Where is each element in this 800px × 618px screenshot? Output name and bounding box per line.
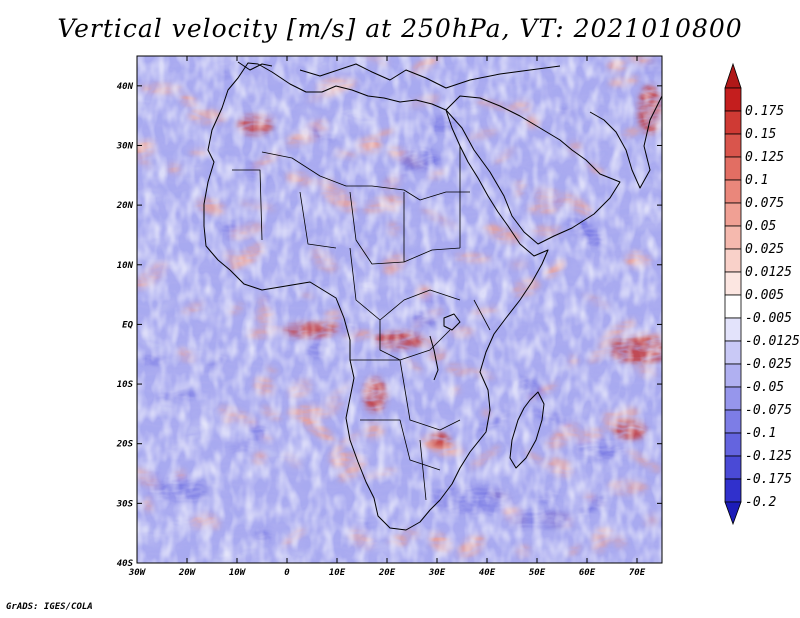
colorbar-swatch xyxy=(724,478,742,503)
colorbar-label: 0.1 xyxy=(745,173,768,188)
lon-tick-label: 10E xyxy=(329,568,346,578)
lon-tick-label: 40E xyxy=(479,568,496,578)
lat-tick-label: 10N xyxy=(117,261,134,271)
colorbar-swatch xyxy=(724,179,742,204)
colorbar-swatch xyxy=(724,271,742,296)
africa-coastline xyxy=(203,62,549,531)
lat-tick-label: 30S xyxy=(116,499,134,509)
colorbar-label: -0.1 xyxy=(745,426,776,441)
colorbar-swatch xyxy=(724,225,742,250)
colorbar-label: 0.125 xyxy=(745,150,784,165)
colorbar-swatch xyxy=(724,87,742,112)
map-axes: 30W 20W 10W 0 10E 20E 30E 40E 50E 60E 70E 40N 30N 20N… xyxy=(116,56,662,578)
lon-tick-label: 50E xyxy=(529,568,546,578)
colorbar-swatch xyxy=(724,156,742,181)
lake-victoria xyxy=(443,313,461,331)
colorbar-label: -0.025 xyxy=(745,357,792,372)
lat-tick-label: 40N xyxy=(117,82,134,92)
colorbar-swatch xyxy=(724,409,742,434)
shaded-field xyxy=(137,56,662,563)
lat-tick-label: 10S xyxy=(117,380,134,390)
colorbar-label: 0.005 xyxy=(745,288,784,303)
lat-tick-label: 40S xyxy=(117,559,134,569)
colorbar-label: -0.05 xyxy=(745,380,784,395)
lat-tick-label: 20N xyxy=(116,201,134,211)
colorbar-swatch xyxy=(724,363,742,388)
colorbar-label: -0.005 xyxy=(745,311,792,326)
lon-tick-label: 0 xyxy=(284,568,290,578)
map-frame xyxy=(136,55,663,564)
colorbar-label: 0.05 xyxy=(745,219,776,234)
colorbar-label: 0.15 xyxy=(745,127,776,142)
colorbar-swatch xyxy=(724,386,742,411)
india-coastline xyxy=(589,95,662,189)
colorbar-swatch xyxy=(724,110,742,135)
colorbar-label: -0.175 xyxy=(745,472,792,487)
colorbar-label: 0.025 xyxy=(745,242,784,257)
grads-credit: GrADS: IGES/COLA xyxy=(6,602,93,612)
colorbar-top-arrow xyxy=(724,62,742,89)
lon-tick-label: 10W xyxy=(229,568,247,578)
colorbar-swatch xyxy=(724,133,742,158)
colorbar-label: 0.0125 xyxy=(745,265,792,280)
colorbar: 0.175 0.15 0.125 0.1 0.075 0.05 0.025 0.0125 0.0… xyxy=(724,62,800,526)
lon-tick-label: 20W xyxy=(178,568,197,578)
field-texture-white xyxy=(137,56,662,563)
europe-coastline xyxy=(237,61,561,89)
lon-tick-label: 60E xyxy=(579,568,596,578)
colorbar-bottom-arrow xyxy=(724,501,742,526)
lon-tick-label: 30W xyxy=(128,568,147,578)
colorbar-label: -0.2 xyxy=(745,495,776,510)
lon-tick-label: 70E xyxy=(629,568,646,578)
lat-tick-label: 20S xyxy=(116,440,134,450)
colorbar-swatch xyxy=(724,317,742,342)
lat-tick-label: 30N xyxy=(116,141,134,151)
lon-tick-label: 30E xyxy=(428,568,446,578)
map-title: Vertical velocity [m/s] at 250hPa, VT: 2… xyxy=(57,14,743,43)
country-borders xyxy=(232,146,491,501)
colorbar-swatch xyxy=(724,248,742,273)
lake-tanganyika xyxy=(429,335,439,381)
colorbar-label: -0.075 xyxy=(745,403,792,418)
colorbar-label: -0.0125 xyxy=(745,334,800,349)
coastlines-and-borders xyxy=(203,61,662,531)
colorbar-swatch xyxy=(724,432,742,457)
colorbar-label: 0.075 xyxy=(745,196,784,211)
colorbar-label: -0.125 xyxy=(745,449,792,464)
lat-tick-label: EQ xyxy=(122,320,133,330)
colorbar-label: 0.175 xyxy=(745,104,784,119)
colorbar-swatch xyxy=(724,202,742,227)
arabia-coastline xyxy=(445,95,621,245)
colorbar-swatch xyxy=(724,340,742,365)
colorbar-swatch xyxy=(724,294,742,319)
colorbar-swatch xyxy=(724,455,742,480)
madagascar-coastline xyxy=(509,391,545,469)
lon-tick-label: 20E xyxy=(378,568,396,578)
